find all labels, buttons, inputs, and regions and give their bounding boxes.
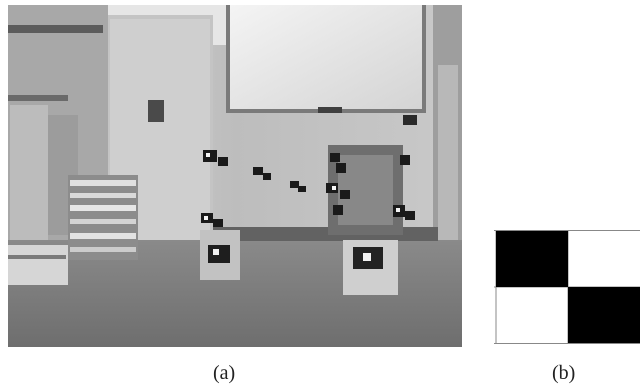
- caption-a: (a): [213, 362, 236, 384]
- office-scene-photo: [8, 5, 462, 347]
- checkerboard-panel-b: [494, 230, 640, 344]
- checkerboard-pattern: [494, 230, 640, 344]
- photo-panel-a: [8, 5, 462, 347]
- caption-b: (b): [552, 362, 576, 384]
